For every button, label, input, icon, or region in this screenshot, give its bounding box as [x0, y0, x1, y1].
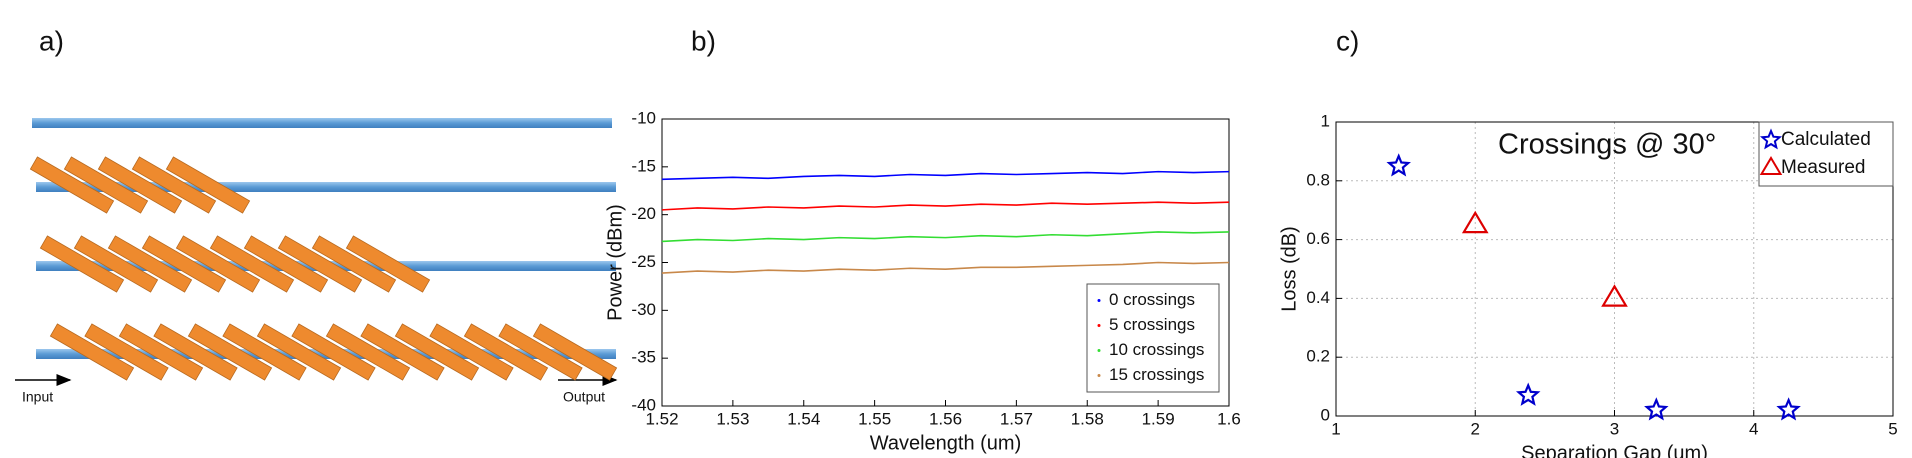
legend-marker [1759, 156, 1783, 175]
data-point [1644, 397, 1669, 421]
y-tick-label: -20 [631, 204, 656, 223]
data-point [1461, 210, 1489, 234]
x-tick-label: 1.58 [1071, 409, 1104, 428]
data-line [661, 201, 1230, 211]
crossing-waveguide [325, 323, 411, 381]
crossing-waveguide [107, 235, 193, 293]
crossing-waveguide [291, 323, 376, 381]
data-point [1601, 284, 1628, 307]
legend-label: Calculated [1781, 129, 1871, 150]
y-axis-label: Loss (dB) [1278, 226, 1300, 312]
crossing-waveguide [187, 323, 273, 381]
y-tick-label: 0.8 [1306, 170, 1330, 189]
crossing-waveguide [532, 323, 618, 381]
x-tick-label: 1.56 [929, 409, 962, 428]
legend-box [1758, 121, 1894, 187]
legend-label: 15 crossings [1109, 365, 1204, 384]
x-tick-label: 1.6 [1217, 409, 1241, 428]
x-tick-label: 1.59 [1142, 409, 1175, 428]
crossing-waveguide [63, 156, 149, 214]
panel-label: a) [39, 25, 64, 56]
x-tick-label: 5 [1888, 419, 1897, 438]
x-tick-label: 1 [1331, 419, 1340, 438]
y-tick-label: 1 [1321, 111, 1330, 130]
crossing-waveguide [345, 235, 431, 293]
output-label: Output [563, 389, 605, 405]
x-tick-label: 1.52 [645, 409, 678, 428]
crossing-waveguide [209, 235, 295, 293]
data-line [661, 261, 1230, 274]
crossing-waveguide [153, 323, 238, 381]
crossing-waveguide [175, 235, 261, 293]
crossing-waveguide [463, 323, 549, 381]
y-tick-label: -15 [631, 156, 656, 175]
legend-marker [1759, 128, 1783, 150]
x-tick-label: 1.53 [716, 409, 749, 428]
x-axis-label: Separation Gap (um) [1521, 442, 1708, 458]
legend-label: 0 crossings [1109, 290, 1195, 309]
crossing-waveguide [394, 323, 480, 381]
y-tick-label: -40 [631, 395, 656, 414]
crossing-waveguide [29, 156, 115, 214]
crossing-waveguide [97, 156, 183, 214]
crossing-waveguide [243, 235, 329, 293]
x-tick-label: 1.54 [787, 409, 820, 428]
legend-label: 10 crossings [1109, 340, 1204, 359]
plot-frame [1335, 121, 1894, 417]
legend-box [1086, 283, 1220, 393]
y-tick-label: -25 [631, 252, 656, 271]
y-tick-label: -30 [631, 300, 656, 319]
crossing-waveguide [360, 323, 445, 381]
x-tick-label: 1.55 [858, 409, 891, 428]
y-axis-label: Power (dBm) [604, 204, 626, 321]
legend-label: Measured [1781, 157, 1866, 178]
y-tick-label: 0.4 [1306, 288, 1330, 307]
data-line [661, 231, 1230, 243]
data-point [1386, 153, 1411, 177]
crossing-waveguide [49, 323, 135, 381]
crossing-waveguide [222, 323, 307, 381]
legend-label: 5 crossings [1109, 315, 1195, 334]
panel-label: b) [691, 25, 716, 56]
diagram: Input Output [15, 118, 618, 405]
crossing-waveguide [118, 323, 204, 381]
data-point [1776, 397, 1801, 421]
crossing-waveguide [256, 323, 342, 381]
data-line [661, 170, 1230, 181]
y-tick-label: 0.6 [1306, 229, 1330, 248]
x-axis-label: Wavelength (um) [870, 432, 1022, 454]
y-tick-label: -10 [631, 108, 656, 127]
annotation: Crossings @ 30° [1498, 129, 1716, 161]
crossing-waveguide [311, 235, 397, 293]
x-tick-label: 1.57 [1000, 409, 1033, 428]
x-tick-label: 4 [1749, 419, 1758, 438]
legend-marker [1097, 374, 1101, 377]
crossing-waveguide [165, 156, 251, 214]
data-point [1515, 382, 1541, 406]
panel-label: c) [1336, 25, 1359, 56]
legend-marker [1097, 299, 1101, 302]
y-tick-label: -35 [631, 348, 656, 367]
crossing-waveguide [277, 235, 363, 293]
crossing-waveguide [429, 323, 514, 381]
crossing-waveguide [498, 323, 583, 381]
legend-marker [1097, 349, 1101, 352]
input-label: Input [22, 389, 53, 405]
crossing-waveguide [141, 235, 227, 293]
y-tick-label: 0 [1321, 405, 1330, 424]
x-tick-label: 2 [1471, 419, 1480, 438]
crossing-waveguide [84, 323, 169, 381]
crossing-waveguide [131, 156, 217, 214]
y-tick-label: 0.2 [1306, 347, 1330, 366]
waveguide [36, 182, 616, 192]
crossing-waveguide [39, 235, 125, 293]
legend-marker [1097, 324, 1101, 327]
crossing-waveguide [73, 235, 159, 293]
x-tick-label: 3 [1610, 419, 1619, 438]
waveguide [32, 118, 612, 128]
